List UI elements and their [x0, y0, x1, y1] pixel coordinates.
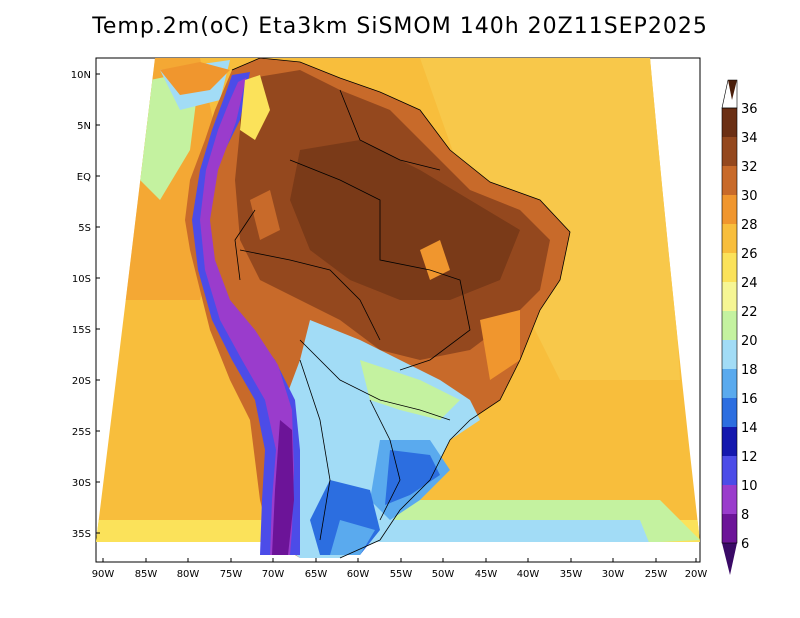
- lat-label-25s: 25S: [72, 427, 91, 438]
- colorbar-label-8: 8: [741, 508, 749, 523]
- lon-label-80w: 80W: [177, 569, 200, 580]
- colorbar-label-34: 34: [741, 131, 758, 146]
- lon-label-20w: 20W: [685, 569, 708, 580]
- lon-label-75w: 75W: [220, 569, 243, 580]
- colorbar-arrow-bottom: [722, 543, 737, 575]
- colorbar-label-24: 24: [741, 276, 758, 291]
- central-america-warm: [160, 62, 230, 95]
- colorbar-label-12: 12: [741, 450, 758, 465]
- land-cold-south-2: [330, 520, 375, 555]
- colorbar-label-22: 22: [741, 305, 758, 320]
- colorbar-segment-30-32: [722, 166, 737, 195]
- colorbar-label-10: 10: [741, 479, 758, 494]
- colorbar-segment-20-22: [722, 311, 737, 340]
- lat-label-15s: 15S: [72, 325, 91, 336]
- lon-label-35w: 35W: [560, 569, 583, 580]
- lon-label-90w: 90W: [92, 569, 115, 580]
- continent: [160, 58, 570, 558]
- andes-coldest: [272, 420, 294, 555]
- lon-label-85w: 85W: [135, 569, 158, 580]
- lon-label-45w: 45W: [475, 569, 498, 580]
- colorbar-label-18: 18: [741, 363, 758, 378]
- colorbar-segment-22-24: [722, 282, 737, 311]
- south-ocean-cold-band: [330, 520, 650, 542]
- country-borders: [231, 57, 571, 559]
- colorbar-arrow-top: [728, 80, 737, 100]
- colorbar-label-20: 20: [741, 334, 758, 349]
- colorbar: 36 34 32 30 28 26 24 22 20 18 16 14 12 1…: [721, 79, 758, 575]
- lat-label-30s: 30S: [72, 478, 91, 489]
- lat-label-35s: 35S: [72, 529, 91, 540]
- colombia-warm: [240, 75, 270, 140]
- lat-label-5s: 5S: [78, 223, 91, 234]
- colorbar-segment-16-18: [722, 369, 737, 398]
- hot-spot-1: [420, 240, 450, 280]
- colorbar-label-6: 6: [741, 537, 749, 552]
- lon-label-30w: 30W: [602, 569, 625, 580]
- colorbar-label-14: 14: [741, 421, 758, 436]
- colorbar-label-16: 16: [741, 392, 758, 407]
- colorbar-segment-28-30: [722, 195, 737, 224]
- lon-label-70w: 70W: [262, 569, 285, 580]
- latitude-axis: 10N 5N EQ 5S 10S 15S 20S 25S 30S 35S: [71, 70, 100, 540]
- colorbar-segment-14-16: [722, 398, 737, 427]
- lat-label-5n: 5N: [77, 121, 91, 132]
- colorbar-segment-12-14: [722, 427, 737, 456]
- colorbar-segment-10-12: [722, 456, 737, 485]
- lat-label-eq: EQ: [77, 172, 91, 183]
- colorbar-segment-6-8: [722, 514, 737, 543]
- colorbar-segment-34-36: [722, 108, 737, 137]
- hot-spot-3: [250, 190, 280, 240]
- colorbar-segment-24-26: [722, 253, 737, 282]
- colorbar-label-32: 32: [741, 160, 758, 175]
- hot-spot-2: [480, 310, 520, 380]
- lon-label-50w: 50W: [432, 569, 455, 580]
- colorbar-segment-18-20: [722, 340, 737, 369]
- map-title: Temp.2m(oC) Eta3km SiSMOM 140h 20Z11SEP2…: [92, 14, 708, 39]
- land-mild-green: [360, 360, 460, 420]
- longitude-axis: 90W 85W 80W 75W 70W 65W 60W 55W 50W 45W …: [92, 558, 708, 580]
- colorbar-label-30: 30: [741, 189, 758, 204]
- lon-label-60w: 60W: [347, 569, 370, 580]
- lon-label-55w: 55W: [390, 569, 413, 580]
- lat-label-10s: 10S: [72, 274, 91, 285]
- colorbar-label-26: 26: [741, 247, 758, 262]
- lon-label-40w: 40W: [517, 569, 540, 580]
- colorbar-label-28: 28: [741, 218, 758, 233]
- lat-label-10n: 10N: [71, 70, 91, 81]
- lat-label-20s: 20S: [72, 376, 91, 387]
- colorbar-segment-8-10: [722, 485, 737, 514]
- land-cold: [385, 450, 440, 505]
- colorbar-segment-32-34: [722, 137, 737, 166]
- lon-label-25w: 25W: [645, 569, 668, 580]
- lon-label-65w: 65W: [305, 569, 328, 580]
- land-hottest: [290, 140, 520, 300]
- colorbar-segment-26-28: [722, 224, 737, 253]
- colorbar-label-36: 36: [741, 102, 758, 117]
